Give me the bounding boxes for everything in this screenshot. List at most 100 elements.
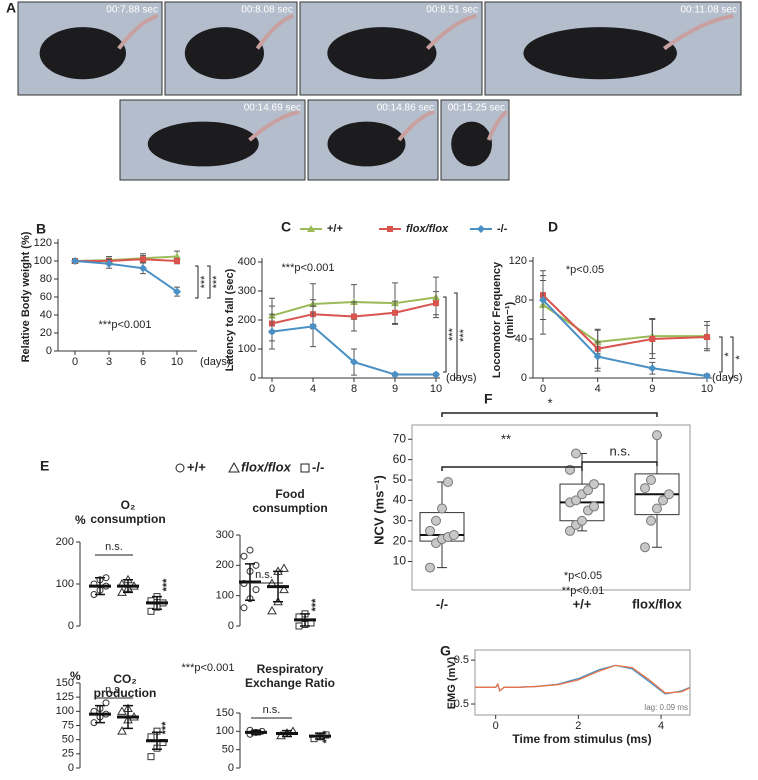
data-point [652, 503, 662, 514]
data-point [565, 525, 575, 536]
data-point [425, 525, 435, 536]
legend-label: flox/flox [241, 459, 292, 474]
x-tick-label: 6 [140, 356, 146, 368]
annotation: ***p<0.001 [99, 319, 152, 331]
x-tick-label: 4 [310, 383, 316, 395]
panel-title: consumption [90, 512, 165, 526]
series-line [475, 664, 691, 694]
x-tick-label: 0 [72, 356, 78, 368]
y-axis-title: Latency to fall (sec) [224, 268, 236, 371]
legend-label: -/- [312, 459, 324, 474]
data-point [105, 259, 113, 268]
significance-bracket [730, 336, 734, 379]
x-tick-label: 10 [171, 356, 183, 368]
comparison-label: n.s. [610, 443, 631, 458]
y-axis-title: NCV (ms⁻¹) [371, 475, 386, 545]
significance-label: *** [458, 328, 470, 342]
data-point [433, 300, 439, 307]
x-tick-label: 0 [540, 383, 546, 395]
data-point [539, 296, 547, 304]
y-tick-label: 100 [216, 725, 234, 737]
significance-bracket [454, 292, 458, 379]
series-line [475, 664, 691, 695]
y-tick-label: 200 [216, 559, 234, 571]
data-point [267, 605, 277, 615]
comparison-bracket [441, 412, 658, 417]
x-tick-label: -/- [436, 596, 448, 611]
timestamp: 00:11.08 sec [680, 5, 737, 16]
x-tick-label: 0 [269, 383, 275, 395]
y-tick-label: 40 [393, 493, 407, 507]
mouse [184, 27, 264, 80]
y-tick-label: 75 [62, 719, 74, 731]
y-tick-label: 120 [34, 237, 52, 249]
timestamp: 00:7.88 sec [106, 5, 158, 16]
panel-title: O₂ [121, 498, 136, 512]
panel-letter: A [6, 0, 16, 16]
data-point [279, 563, 289, 572]
x-tick-label: 9 [392, 383, 398, 395]
y-tick-label: 0 [521, 372, 527, 384]
data-point [437, 503, 447, 514]
y-axis-title: Locomotor Frequency [491, 261, 503, 378]
y-tick-label: 200 [238, 314, 256, 326]
whisker [652, 514, 662, 548]
significance-label: * [734, 355, 746, 360]
timestamp: 00:15.25 sec [448, 103, 505, 114]
significance-label: *** [321, 730, 333, 744]
y-tick-label: 100 [34, 255, 52, 267]
data-point [646, 515, 656, 526]
panel-title: Food [275, 487, 304, 501]
x-axis-title: Time from stimulus (ms) [512, 732, 651, 746]
data-point [431, 515, 441, 526]
tail [425, 13, 478, 50]
tail [663, 13, 734, 51]
data-point [658, 495, 668, 506]
y-tick-label: 40 [40, 309, 52, 321]
data-point [175, 463, 185, 473]
y-axis-title: % [70, 669, 81, 683]
mouse [147, 121, 259, 167]
data-point [652, 430, 662, 441]
data-point [425, 562, 435, 573]
significance-label: *** [211, 275, 223, 289]
ns-label: n.s. [105, 684, 123, 696]
y-tick-label: 100 [216, 590, 234, 602]
series-line [74, 260, 178, 293]
series-line [542, 294, 708, 350]
data-point [432, 370, 440, 379]
y-axis-title: EMG (mV) [446, 656, 458, 709]
data-point [350, 358, 358, 367]
timestamp: 00:14.69 sec [244, 103, 301, 114]
mouse [451, 121, 492, 167]
data-point [139, 264, 147, 273]
y-tick-label: 0 [250, 372, 256, 384]
y-axis-title: Relative Body weight (%) [20, 231, 32, 362]
y-tick-label: 0 [68, 620, 74, 632]
x-tick-label: 10 [701, 383, 713, 395]
x-tick-label: 9 [649, 383, 655, 395]
series-line [75, 258, 178, 262]
data-point [307, 225, 315, 232]
data-point [449, 530, 459, 540]
mouse [327, 121, 406, 167]
significance-label: *** [161, 578, 173, 592]
y-tick-label: 125 [56, 691, 74, 703]
tail [248, 110, 300, 142]
y-axis-title: (min⁻¹) [504, 301, 516, 338]
data-point [593, 352, 602, 361]
whisker [437, 541, 447, 569]
x-unit: (days) [446, 372, 477, 384]
data-point [173, 287, 181, 296]
y-tick-label: -0.5 [450, 698, 469, 710]
timestamp: 00:8.51 sec [426, 5, 478, 16]
y-tick-label: 300 [216, 529, 234, 541]
data-point [240, 552, 248, 560]
y-tick-label: 100 [56, 705, 74, 717]
y-tick-label: 300 [238, 285, 256, 297]
x-tick-label: 4 [658, 720, 664, 732]
y-tick-label: 50 [222, 744, 234, 756]
data-point [571, 448, 581, 459]
